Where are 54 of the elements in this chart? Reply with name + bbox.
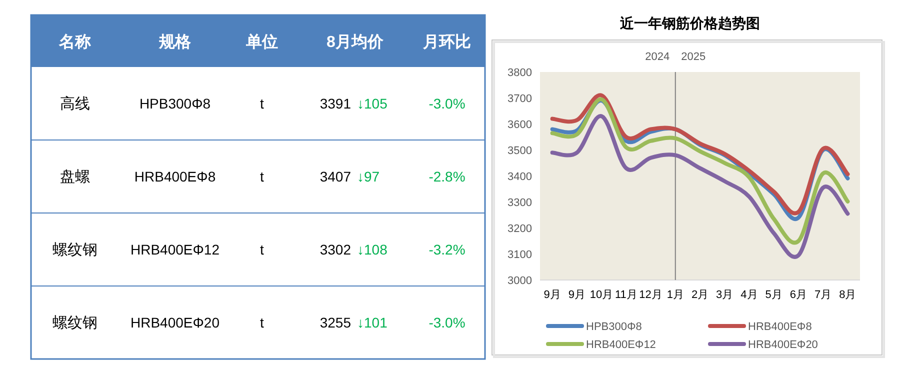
text: -3.2% — [428, 242, 466, 258]
text: t — [260, 168, 264, 184]
text: 3302 ↓108 — [320, 242, 388, 258]
text: t — [260, 96, 264, 112]
text: -2.8% — [428, 168, 466, 184]
category-label: 单位 — [245, 33, 278, 51]
y-tick-label: 3700 — [508, 93, 532, 105]
y-tick-label: 3100 — [508, 249, 532, 261]
text: t — [260, 314, 264, 330]
x-tick-label: 6月 — [790, 289, 808, 301]
x-tick-label: 11月 — [614, 289, 638, 301]
x-tick-label: 10月 — [590, 289, 614, 301]
y-tick-label: 3000 — [508, 275, 532, 287]
chart-title: 近一年钢筋价格趋势图 — [619, 15, 760, 31]
category-label: 名称 — [58, 33, 91, 51]
text: 3255 ↓101 — [320, 314, 388, 330]
y-tick-label: 3200 — [508, 223, 532, 235]
x-tick-label: 12月 — [639, 289, 662, 301]
text: -3.0% — [428, 96, 466, 112]
category-label: 规格 — [158, 33, 192, 51]
y-tick-label: 3800 — [508, 67, 532, 79]
category-label: 8月均价 — [326, 33, 384, 51]
x-tick-label: 1月 — [666, 289, 684, 301]
text: 3391 ↓105 — [320, 96, 388, 112]
legend-label: HRB400EΦ12 — [586, 339, 656, 351]
x-tick-label: 5月 — [765, 289, 782, 301]
y-tick-label: 3400 — [508, 171, 532, 183]
text: HRB400EΦ20 — [130, 314, 220, 330]
x-tick-label: 8月 — [839, 289, 856, 301]
legend-label: HPB300Φ8 — [586, 321, 642, 333]
x-tick-label: 9月 — [568, 289, 586, 301]
text: 螺纹钢 — [52, 314, 98, 332]
x-tick-label: 9月 — [544, 289, 561, 301]
x-tick-label: 7月 — [814, 289, 832, 301]
y-tick-label: 3600 — [508, 119, 532, 131]
text: HRB400EΦ8 — [134, 168, 216, 184]
text: 2024 — [645, 51, 670, 63]
text: 3407 ↓97 — [320, 168, 380, 184]
text: 螺纹钢 — [52, 242, 98, 258]
text: -3.0% — [428, 314, 466, 330]
text: 高线 — [60, 96, 90, 112]
x-tick-label: 2月 — [691, 289, 709, 301]
text: HRB400EΦ12 — [130, 242, 220, 258]
y-tick-label: 3300 — [508, 197, 532, 209]
text: HPB300Φ8 — [139, 96, 211, 112]
x-tick-label: 4月 — [740, 289, 758, 301]
text: 2025 — [681, 51, 706, 63]
legend-label: HRB400EΦ20 — [748, 339, 818, 351]
text: t — [260, 242, 264, 258]
legend-label: HRB400EΦ8 — [748, 321, 812, 333]
y-tick-label: 3500 — [508, 145, 532, 157]
x-tick-label: 3月 — [716, 289, 734, 301]
category-label: 月环比 — [422, 33, 471, 51]
text: 盘螺 — [60, 168, 90, 186]
